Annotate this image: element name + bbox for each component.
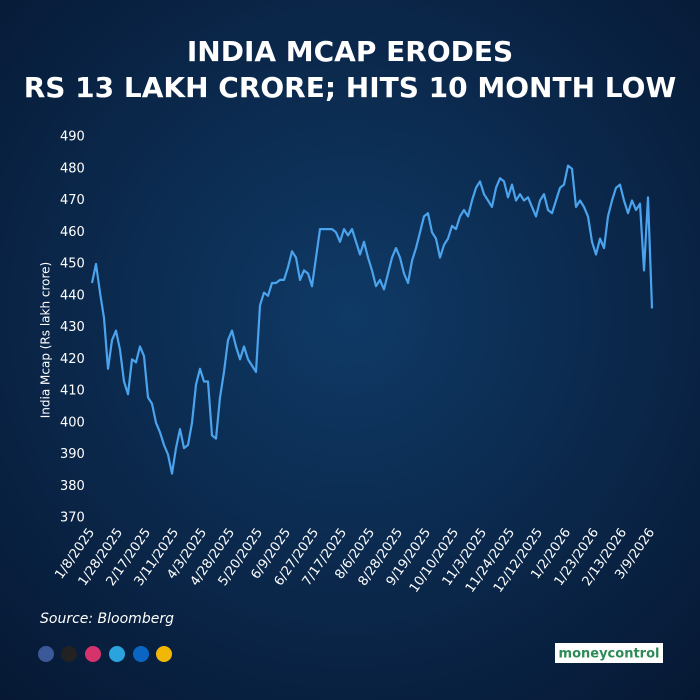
y-tick-label: 440 bbox=[60, 288, 85, 303]
brand-badge bbox=[555, 643, 663, 663]
source: Source: Bloomberg bbox=[40, 611, 174, 627]
y-tick-label: 470 bbox=[60, 193, 85, 208]
instagram-icon[interactable] bbox=[85, 646, 101, 662]
x-icon[interactable] bbox=[61, 646, 77, 662]
koo-icon[interactable] bbox=[156, 646, 172, 662]
y-tick-label: 400 bbox=[60, 415, 85, 430]
facebook-icon[interactable] bbox=[38, 646, 54, 662]
y-tick-label: 410 bbox=[60, 384, 85, 399]
line bbox=[90, 164, 654, 475]
y-tick-label: 490 bbox=[60, 130, 85, 145]
y-tick-label: 480 bbox=[60, 161, 85, 176]
y-tick-label: 380 bbox=[60, 479, 85, 494]
y-tick-label: 370 bbox=[60, 511, 85, 526]
social-icons bbox=[38, 646, 172, 662]
y-axis-label: India Mcap (Rs lakh crore) bbox=[39, 262, 53, 419]
chart-title: INDIA MCAP ERODES bbox=[187, 35, 513, 68]
y-tick-label: 390 bbox=[60, 447, 85, 462]
telegram-icon[interactable] bbox=[109, 646, 125, 662]
y-tick-label: 430 bbox=[60, 320, 85, 335]
brand: moneycontrol bbox=[559, 647, 660, 662]
linkedin-icon[interactable] bbox=[133, 646, 149, 662]
y-tick-label: 420 bbox=[60, 352, 85, 367]
y-tick-label: 460 bbox=[60, 225, 85, 240]
y-tick-label: 450 bbox=[60, 257, 85, 272]
chart-title: RS 13 LAKH CRORE; HITS 10 MONTH LOW bbox=[24, 71, 677, 104]
